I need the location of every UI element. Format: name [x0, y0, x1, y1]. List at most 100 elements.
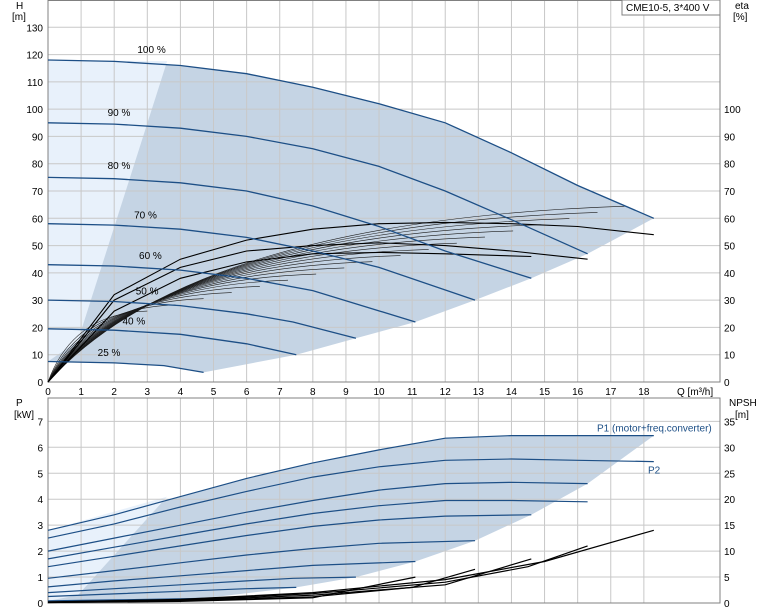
x-tick-label: 0	[45, 387, 51, 398]
head-curve-40	[47, 328, 297, 356]
y-tick-label: 2	[37, 547, 43, 558]
y2-tick-label: 30	[724, 296, 736, 307]
x-tick-label: 13	[473, 387, 485, 398]
plot-frame	[47, 0, 721, 383]
y-tick-label: 4	[37, 495, 43, 506]
y-axis-label: P	[16, 398, 23, 409]
y2-tick-label: 25	[724, 469, 736, 480]
eta-curve-0	[47, 221, 654, 383]
x-tick-label: 18	[638, 387, 650, 398]
x-tick-label: 17	[605, 387, 617, 398]
y-tick-label: 60	[32, 214, 44, 225]
speed-label: 90 %	[108, 108, 131, 119]
x-tick-label: 6	[244, 387, 250, 398]
x-tick-label: 12	[440, 387, 452, 398]
x-tick-label: 14	[506, 387, 518, 398]
min-flow-region	[48, 60, 168, 362]
speed-label: 50 %	[136, 287, 159, 298]
p1-curve-0	[47, 435, 654, 531]
head-curve-100	[47, 59, 655, 219]
y-tick-label: 70	[32, 187, 44, 198]
y-tick-label: 5	[37, 469, 43, 480]
y-axis-unit: [kW]	[14, 410, 34, 421]
x-tick-label: 10	[373, 387, 385, 398]
p1-curve-6	[47, 586, 297, 598]
p1-curve-5	[47, 576, 356, 594]
operating-region	[48, 60, 654, 373]
p1-curve-3	[47, 540, 476, 579]
y2-tick-label: 0	[724, 378, 730, 389]
x-tick-label: 3	[145, 387, 151, 398]
title-box: CME10-5, 3*400 V	[621, 0, 721, 16]
x-tick-label: 11	[407, 387, 418, 398]
p2-curve-1	[47, 499, 588, 560]
npsh-curve-4	[47, 576, 416, 604]
x-tick-label: 16	[572, 387, 584, 398]
head-curve-80	[47, 176, 532, 279]
p1-curve-2	[47, 514, 532, 568]
y2-tick-label: 60	[724, 214, 736, 225]
y-tick-label: 10	[32, 351, 44, 362]
y2-tick-label: 20	[724, 495, 736, 506]
y-tick-label: 110	[27, 78, 43, 89]
y-tick-label: 80	[32, 160, 44, 171]
y2-axis-unit: [m]	[735, 410, 749, 421]
y-tick-label: 3	[37, 521, 43, 532]
x-tick-label: 15	[539, 387, 551, 398]
speed-label: 60 %	[139, 251, 162, 262]
y2-tick-label: 90	[724, 132, 736, 143]
speed-label: 70 %	[134, 210, 157, 221]
y-tick-label: 20	[32, 323, 44, 334]
y2-tick-label: 100	[724, 105, 741, 116]
y-tick-label: 0	[37, 378, 43, 389]
series-label-p1: P1 (motor+freq.converter)	[597, 424, 712, 435]
chart-title: CME10-5, 3*400 V	[626, 3, 710, 14]
y-tick-label: 90	[32, 132, 44, 143]
iso-curve	[47, 292, 232, 383]
y2-tick-label: 35	[724, 417, 736, 428]
y-tick-label: 40	[32, 269, 44, 280]
y-tick-label: 6	[37, 443, 43, 454]
iso-curve	[47, 242, 457, 383]
speed-label: 80 %	[108, 161, 131, 172]
y2-axis-unit: [%]	[733, 12, 748, 23]
y2-tick-label: 40	[724, 269, 736, 280]
x-tick-label: 2	[111, 387, 117, 398]
speed-label: 25 %	[98, 348, 121, 359]
p2-curve-0	[47, 458, 654, 539]
y-axis-label: H	[16, 1, 23, 12]
y2-tick-label: 10	[724, 351, 736, 362]
p1-curve-4	[47, 560, 416, 588]
y2-tick-label: 80	[724, 160, 736, 171]
y-tick-label: 0	[37, 599, 43, 610]
y-tick-label: 7	[37, 417, 43, 428]
y2-tick-label: 30	[724, 443, 736, 454]
x-tick-label: 8	[310, 387, 316, 398]
plot-frame	[47, 397, 721, 604]
y2-axis-label: eta	[735, 1, 749, 12]
y-tick-label: 130	[26, 23, 43, 34]
y2-axis-label: NPSH	[729, 398, 757, 409]
y-tick-label: 1	[37, 573, 43, 584]
head-curve-50	[47, 299, 357, 339]
iso-curve	[47, 304, 176, 383]
p1-curve-1	[47, 481, 588, 552]
x-tick-label: 9	[343, 387, 349, 398]
x-axis-label: Q [m³/h]	[677, 387, 713, 398]
y-tick-label: 120	[26, 51, 43, 62]
y2-tick-label: 0	[724, 599, 730, 610]
y2-tick-label: 20	[724, 323, 736, 334]
head-curve-70	[47, 223, 476, 301]
eta-curve-2	[47, 251, 532, 383]
x-tick-label: 1	[78, 387, 84, 398]
head-curve-25	[47, 360, 204, 374]
head-curve-90	[47, 122, 588, 255]
speed-label: 40 %	[122, 317, 145, 328]
y2-tick-label: 10	[724, 547, 736, 558]
power-npsh-plot: 0 1 2 3 4 5 6 7 0 5 10 15 20 25 30 35 P[kW] NPSH[m] P1 (mo…	[14, 397, 757, 610]
y2-tick-label: 5	[724, 573, 730, 584]
x-tick-label: 7	[277, 387, 283, 398]
iso-curve	[47, 286, 260, 383]
iso-curve	[47, 205, 626, 383]
